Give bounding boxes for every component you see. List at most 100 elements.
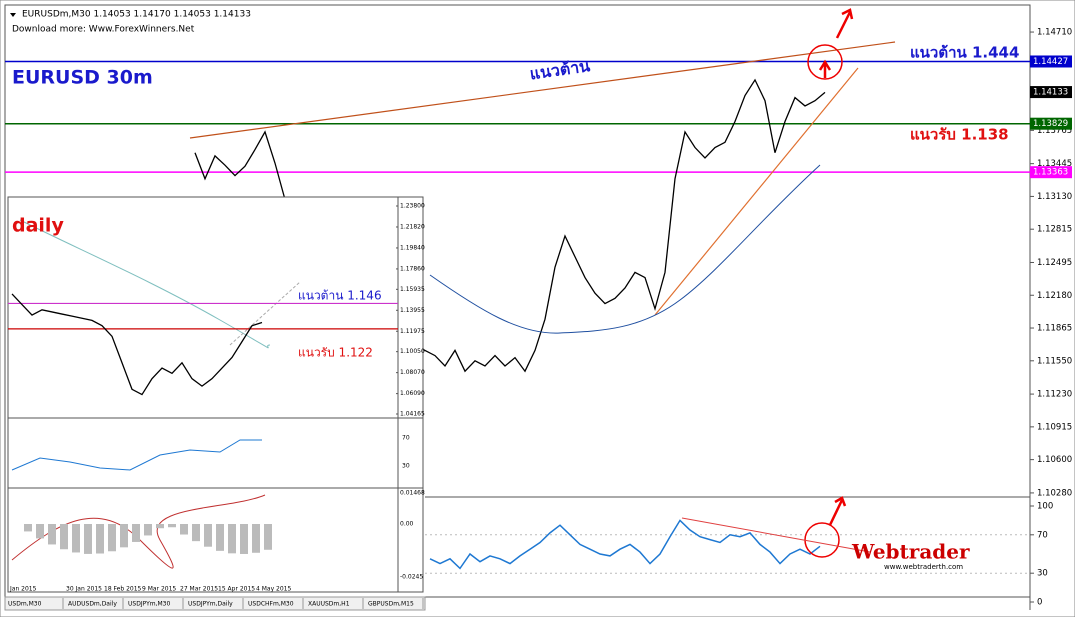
rsi-tick-label: 0 bbox=[1037, 598, 1042, 608]
y-tick-label: 1.12180 bbox=[1037, 291, 1072, 301]
inset-date: 18 Feb 2015 bbox=[104, 586, 142, 593]
inset-chart: 1.23800 1.21820 1.19840 1.17860 1.15935 1.139… bbox=[8, 203, 425, 593]
macd-bar bbox=[252, 524, 260, 553]
brand-url: www.webtraderth.com bbox=[884, 563, 963, 571]
y-tick-label: 1.12815 bbox=[1037, 225, 1072, 235]
price-tag-label: 1.14133 bbox=[1033, 88, 1068, 98]
brand-name: Webtrader bbox=[851, 540, 970, 564]
tab[interactable]: USDJPYm,M30 bbox=[128, 601, 170, 608]
macd-bar bbox=[228, 524, 236, 554]
macd-bar bbox=[24, 524, 32, 532]
rsi-tick-label: 100 bbox=[1037, 502, 1053, 512]
y-tick-label: 1.10280 bbox=[1037, 488, 1072, 498]
macd-bar bbox=[108, 524, 116, 552]
inset-date: 4 May 2015 bbox=[256, 586, 291, 593]
tabs: USDm,M30 AUDUSDm,Daily USDJPYm,M30 USDJPYm,… bbox=[8, 598, 424, 609]
daily-inset bbox=[7, 196, 424, 593]
inset-tick-label: 1.23800 bbox=[400, 203, 425, 210]
inset-tick-label: 1.21820 bbox=[400, 223, 425, 230]
macd-bar bbox=[216, 524, 224, 551]
tab[interactable]: USDm,M30 bbox=[8, 601, 42, 608]
symbol-line: EURUSDm,M30 1.14053 1.14170 1.14053 1.14… bbox=[22, 10, 251, 20]
macd-bar bbox=[120, 524, 128, 548]
macd-bar bbox=[60, 524, 68, 550]
macd-bar bbox=[192, 524, 200, 542]
download-note: Download more: Www.ForexWinners.Net bbox=[12, 25, 195, 35]
macd-bar bbox=[180, 524, 188, 535]
y-tick-label: 1.13765 bbox=[1037, 126, 1072, 136]
y-tick-label: 1.14710 bbox=[1037, 28, 1072, 38]
inset-price bbox=[11, 293, 263, 396]
support-label: แนวรับ 1.138 bbox=[910, 126, 1009, 144]
up-arrows bbox=[818, 8, 854, 78]
tab[interactable]: XAUUSDm,H1 bbox=[308, 601, 350, 608]
inset-tick-label: 1.11975 bbox=[400, 328, 425, 335]
macd-bar bbox=[168, 524, 176, 528]
daily-support-label: แนวรับ 1.122 bbox=[298, 346, 373, 360]
inset-date: 9 Mar 2015 bbox=[142, 586, 176, 593]
tab[interactable]: USDCHFm,M30 bbox=[248, 601, 294, 608]
main-title: EURUSD 30m bbox=[12, 67, 153, 89]
macd-bar bbox=[72, 524, 80, 553]
inset-tick-label: 1.19840 bbox=[400, 244, 425, 251]
inset-tick-label: 1.13955 bbox=[400, 307, 425, 314]
macd-bar bbox=[156, 524, 164, 529]
inset-date: 15 Apr 2015 bbox=[218, 586, 255, 593]
inset-macd-label: -0.0245 bbox=[400, 574, 423, 581]
level-tag bbox=[1030, 166, 1072, 179]
rsi-tick-label: 30 bbox=[1037, 569, 1048, 579]
inset-moving-average bbox=[19, 219, 271, 349]
highlight-circle bbox=[807, 44, 843, 80]
tab[interactable]: AUDUSDm,Daily bbox=[68, 601, 117, 608]
tab[interactable]: GBPUSDm,M15 bbox=[368, 601, 414, 608]
inset-rsi-label: 30 bbox=[402, 463, 410, 470]
rsi-line bbox=[429, 519, 821, 570]
macd-bar bbox=[144, 524, 152, 536]
y-tick-label: 1.13130 bbox=[1037, 192, 1072, 202]
inset-rsi bbox=[11, 439, 262, 471]
inset-date: 27 Mar 2015 bbox=[180, 586, 218, 593]
y-tick-label: 1.11230 bbox=[1037, 390, 1072, 400]
level-tag-label: 1.13363 bbox=[1033, 168, 1068, 178]
level-tag bbox=[1030, 117, 1072, 130]
daily-resistance-label: แนวต้าน 1.146 bbox=[298, 289, 382, 303]
macd-bar bbox=[48, 524, 56, 545]
price-tag bbox=[1030, 86, 1072, 99]
inset-date: Jan 2015 bbox=[9, 586, 37, 593]
macd-bar bbox=[240, 524, 248, 554]
daily-title: daily bbox=[12, 215, 64, 237]
moving-average bbox=[429, 164, 821, 334]
level-tag bbox=[1030, 55, 1072, 68]
inset-macd-signal bbox=[11, 494, 266, 569]
tab-bar bbox=[4, 596, 426, 611]
menu-arrow[interactable] bbox=[10, 13, 16, 17]
support-trendline bbox=[654, 67, 859, 316]
resistance-label: แนวต้าน 1.444 bbox=[910, 44, 1019, 62]
level-tag-label: 1.14427 bbox=[1033, 57, 1068, 67]
inset-macd-label: 0.00 bbox=[400, 521, 414, 528]
y-tick-label: 1.11550 bbox=[1037, 356, 1072, 366]
inset-tick-label: 1.17860 bbox=[400, 265, 425, 272]
inset-tick-label: 1.10050 bbox=[400, 348, 425, 355]
inset-tick-label: 1.06090 bbox=[400, 390, 425, 397]
macd-bar bbox=[264, 524, 272, 550]
macd-bar bbox=[132, 524, 140, 542]
inset-macd-label: 0.01468 bbox=[400, 490, 425, 497]
inset-trendline bbox=[229, 281, 301, 346]
tab[interactable]: USDJPYm,Daily bbox=[188, 601, 233, 608]
y-tick-label: 1.12495 bbox=[1037, 258, 1072, 268]
resistance-trendline bbox=[189, 41, 896, 139]
macd-bar bbox=[96, 524, 104, 554]
inset-date: 30 Jan 2015 bbox=[66, 586, 102, 593]
rsi-trendline bbox=[681, 517, 871, 553]
inset-tick-label: 1.15935 bbox=[400, 286, 425, 293]
level-tag-label: 1.13829 bbox=[1033, 119, 1068, 129]
inset-tick-label: 1.04165 bbox=[400, 411, 425, 418]
y-tick-label: 1.10915 bbox=[1037, 422, 1072, 432]
inset-tick-label: 1.08070 bbox=[400, 369, 425, 376]
macd-bar bbox=[36, 524, 44, 539]
rsi-arrow bbox=[828, 496, 847, 526]
rsi-tick-label: 70 bbox=[1037, 530, 1048, 540]
y-tick-label: 1.10600 bbox=[1037, 455, 1072, 465]
